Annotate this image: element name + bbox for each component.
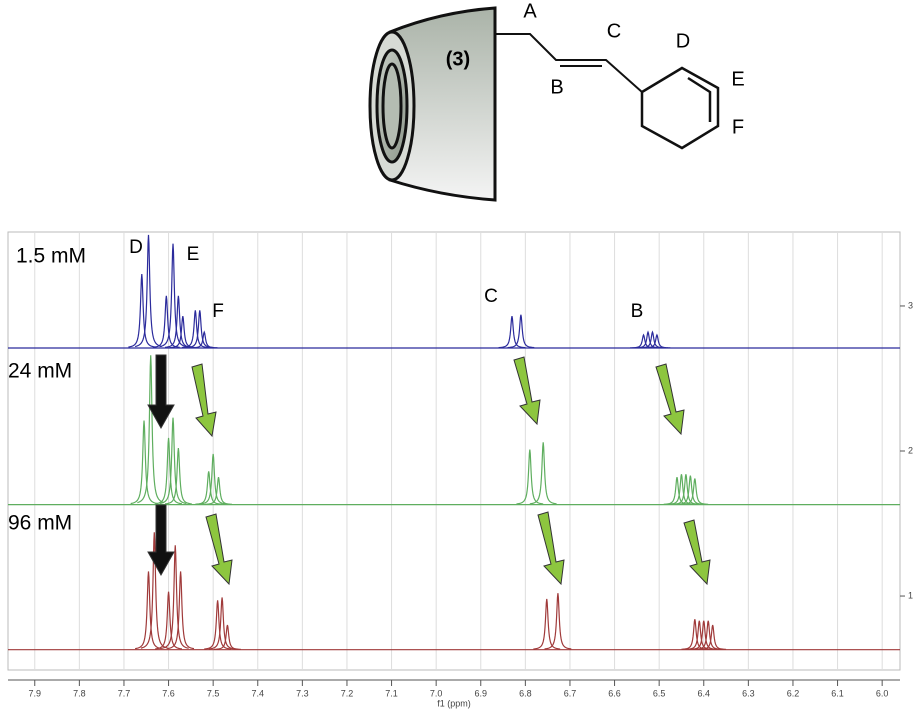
peak xyxy=(159,243,187,348)
green-arrow xyxy=(655,363,685,436)
peak xyxy=(498,316,526,349)
x-tick-label: 6.8 xyxy=(519,688,532,698)
x-tick-label: 7.6 xyxy=(162,688,175,698)
x-tick-label: 6.9 xyxy=(475,688,488,698)
peak xyxy=(681,478,709,505)
series-label: 96 mM xyxy=(8,512,72,535)
atom-label: A xyxy=(523,0,537,22)
peak-label: B xyxy=(631,301,644,322)
benzene-bonds xyxy=(687,76,712,122)
peak xyxy=(190,330,218,349)
green-arrow xyxy=(513,356,541,426)
y-tick-label: 2 xyxy=(908,445,913,455)
y-tick-label: 3 xyxy=(908,300,913,310)
peak xyxy=(199,453,227,505)
peak xyxy=(155,437,183,505)
arrows xyxy=(147,354,711,586)
peak xyxy=(137,355,165,504)
x-tick-label: 6.6 xyxy=(608,688,621,698)
peak xyxy=(516,449,544,505)
peak xyxy=(186,310,214,349)
x-tick-label: 6.0 xyxy=(876,688,889,698)
peak xyxy=(155,591,183,650)
x-tick-label: 7.2 xyxy=(341,688,354,698)
molecule xyxy=(368,6,720,202)
atom-label: E xyxy=(731,68,744,90)
peak xyxy=(134,234,163,348)
peak xyxy=(140,532,168,649)
x-tick-label: 7.1 xyxy=(385,688,398,698)
peak-label: D xyxy=(129,237,143,258)
atom-label: F xyxy=(732,116,744,138)
x-tick-label: 7.0 xyxy=(430,688,443,698)
peak xyxy=(214,624,241,650)
x-tick-label: 6.4 xyxy=(698,688,711,698)
x-tick-label: 7.3 xyxy=(296,688,309,698)
cone-body xyxy=(388,6,497,202)
peak xyxy=(204,600,232,650)
peak xyxy=(181,310,209,349)
peak xyxy=(167,571,195,650)
compound-label: (3) xyxy=(446,48,470,70)
peak xyxy=(544,593,572,650)
peak xyxy=(161,545,189,649)
atom-label: C xyxy=(607,20,621,42)
cone-cavity-inner xyxy=(381,62,403,150)
green-arrow xyxy=(683,519,711,586)
x-tick-label: 7.7 xyxy=(118,688,131,698)
spectra xyxy=(8,232,900,670)
peak xyxy=(208,597,236,650)
peak xyxy=(529,442,557,505)
black-arrow xyxy=(147,504,175,577)
peak xyxy=(159,417,187,505)
green-arrow xyxy=(205,513,233,586)
peak xyxy=(639,330,666,349)
peak xyxy=(135,571,162,650)
peak xyxy=(205,476,232,505)
peak-label: F xyxy=(212,301,224,322)
x-tick-label: 6.2 xyxy=(787,688,800,698)
peak xyxy=(699,624,727,650)
black-arrow xyxy=(147,354,175,430)
peak xyxy=(643,333,671,349)
y-tick-label: 1 xyxy=(908,590,913,600)
series-label: 24 mM xyxy=(8,360,72,383)
x-tick-label: 7.5 xyxy=(207,688,220,698)
peak xyxy=(507,314,535,349)
series-label: 1.5 mM xyxy=(16,245,86,268)
green-arrow xyxy=(191,363,217,438)
x-tick-label: 6.3 xyxy=(742,688,755,698)
benzene xyxy=(640,66,720,150)
peak xyxy=(533,598,561,650)
plot-frame xyxy=(7,231,901,671)
x-tick-label: 7.8 xyxy=(73,688,86,698)
peak xyxy=(634,330,662,349)
green-arrow xyxy=(537,511,565,586)
x-axis-label: f1 (ppm) xyxy=(437,698,471,708)
peak-label: E xyxy=(187,244,200,265)
peak xyxy=(128,274,156,348)
chain xyxy=(495,33,643,93)
x-tick-label: 6.7 xyxy=(564,688,577,698)
peak-label: C xyxy=(484,286,498,307)
x-tick-label: 7.9 xyxy=(29,688,42,698)
peak xyxy=(130,420,158,505)
x-tick-label: 6.5 xyxy=(653,688,666,698)
x-tick-label: 6.1 xyxy=(831,688,844,698)
peak xyxy=(164,448,192,505)
atom-label: D xyxy=(676,30,690,52)
atom-label: B xyxy=(550,76,563,98)
x-tick-label: 7.4 xyxy=(252,688,265,698)
